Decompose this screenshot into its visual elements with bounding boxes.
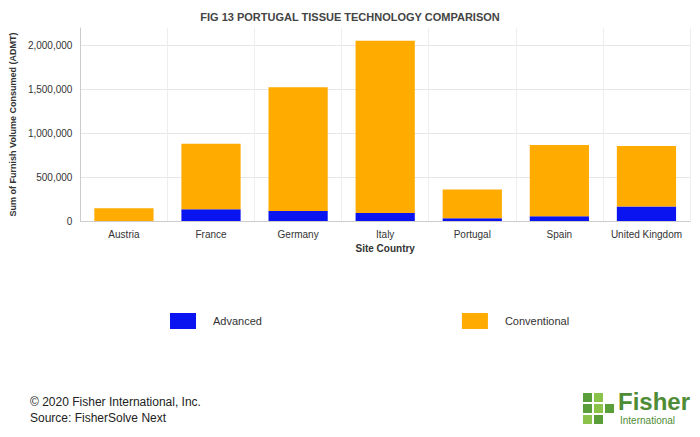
svg-text:0: 0 xyxy=(67,216,73,227)
svg-text:Site Country: Site Country xyxy=(355,243,415,254)
svg-text:International: International xyxy=(620,415,675,426)
svg-text:FIG 13 PORTUGAL TISSUE TECHNOL: FIG 13 PORTUGAL TISSUE TECHNOLOGY COMPAR… xyxy=(200,11,500,23)
svg-text:500,000: 500,000 xyxy=(36,172,73,183)
svg-text:United Kingdom: United Kingdom xyxy=(611,229,682,240)
svg-text:Sum of Furnish Volume Consumed: Sum of Furnish Volume Consumed (ADMT) xyxy=(8,33,18,217)
svg-text:France: France xyxy=(195,229,227,240)
svg-text:2,000,000: 2,000,000 xyxy=(28,40,73,51)
svg-text:Source: FisherSolve Next: Source: FisherSolve Next xyxy=(30,411,167,425)
svg-text:© 2020 Fisher International, I: © 2020 Fisher International, Inc. xyxy=(30,395,201,409)
svg-text:Portugal: Portugal xyxy=(454,229,491,240)
svg-text:1,500,000: 1,500,000 xyxy=(28,84,73,95)
svg-text:Italy: Italy xyxy=(376,229,394,240)
svg-text:Spain: Spain xyxy=(547,229,573,240)
svg-text:Austria: Austria xyxy=(108,229,140,240)
svg-text:Advanced: Advanced xyxy=(213,315,262,327)
svg-text:1,000,000: 1,000,000 xyxy=(28,128,73,139)
svg-text:Fisher: Fisher xyxy=(618,388,690,415)
svg-text:Germany: Germany xyxy=(278,229,319,240)
svg-text:Conventional: Conventional xyxy=(505,315,569,327)
